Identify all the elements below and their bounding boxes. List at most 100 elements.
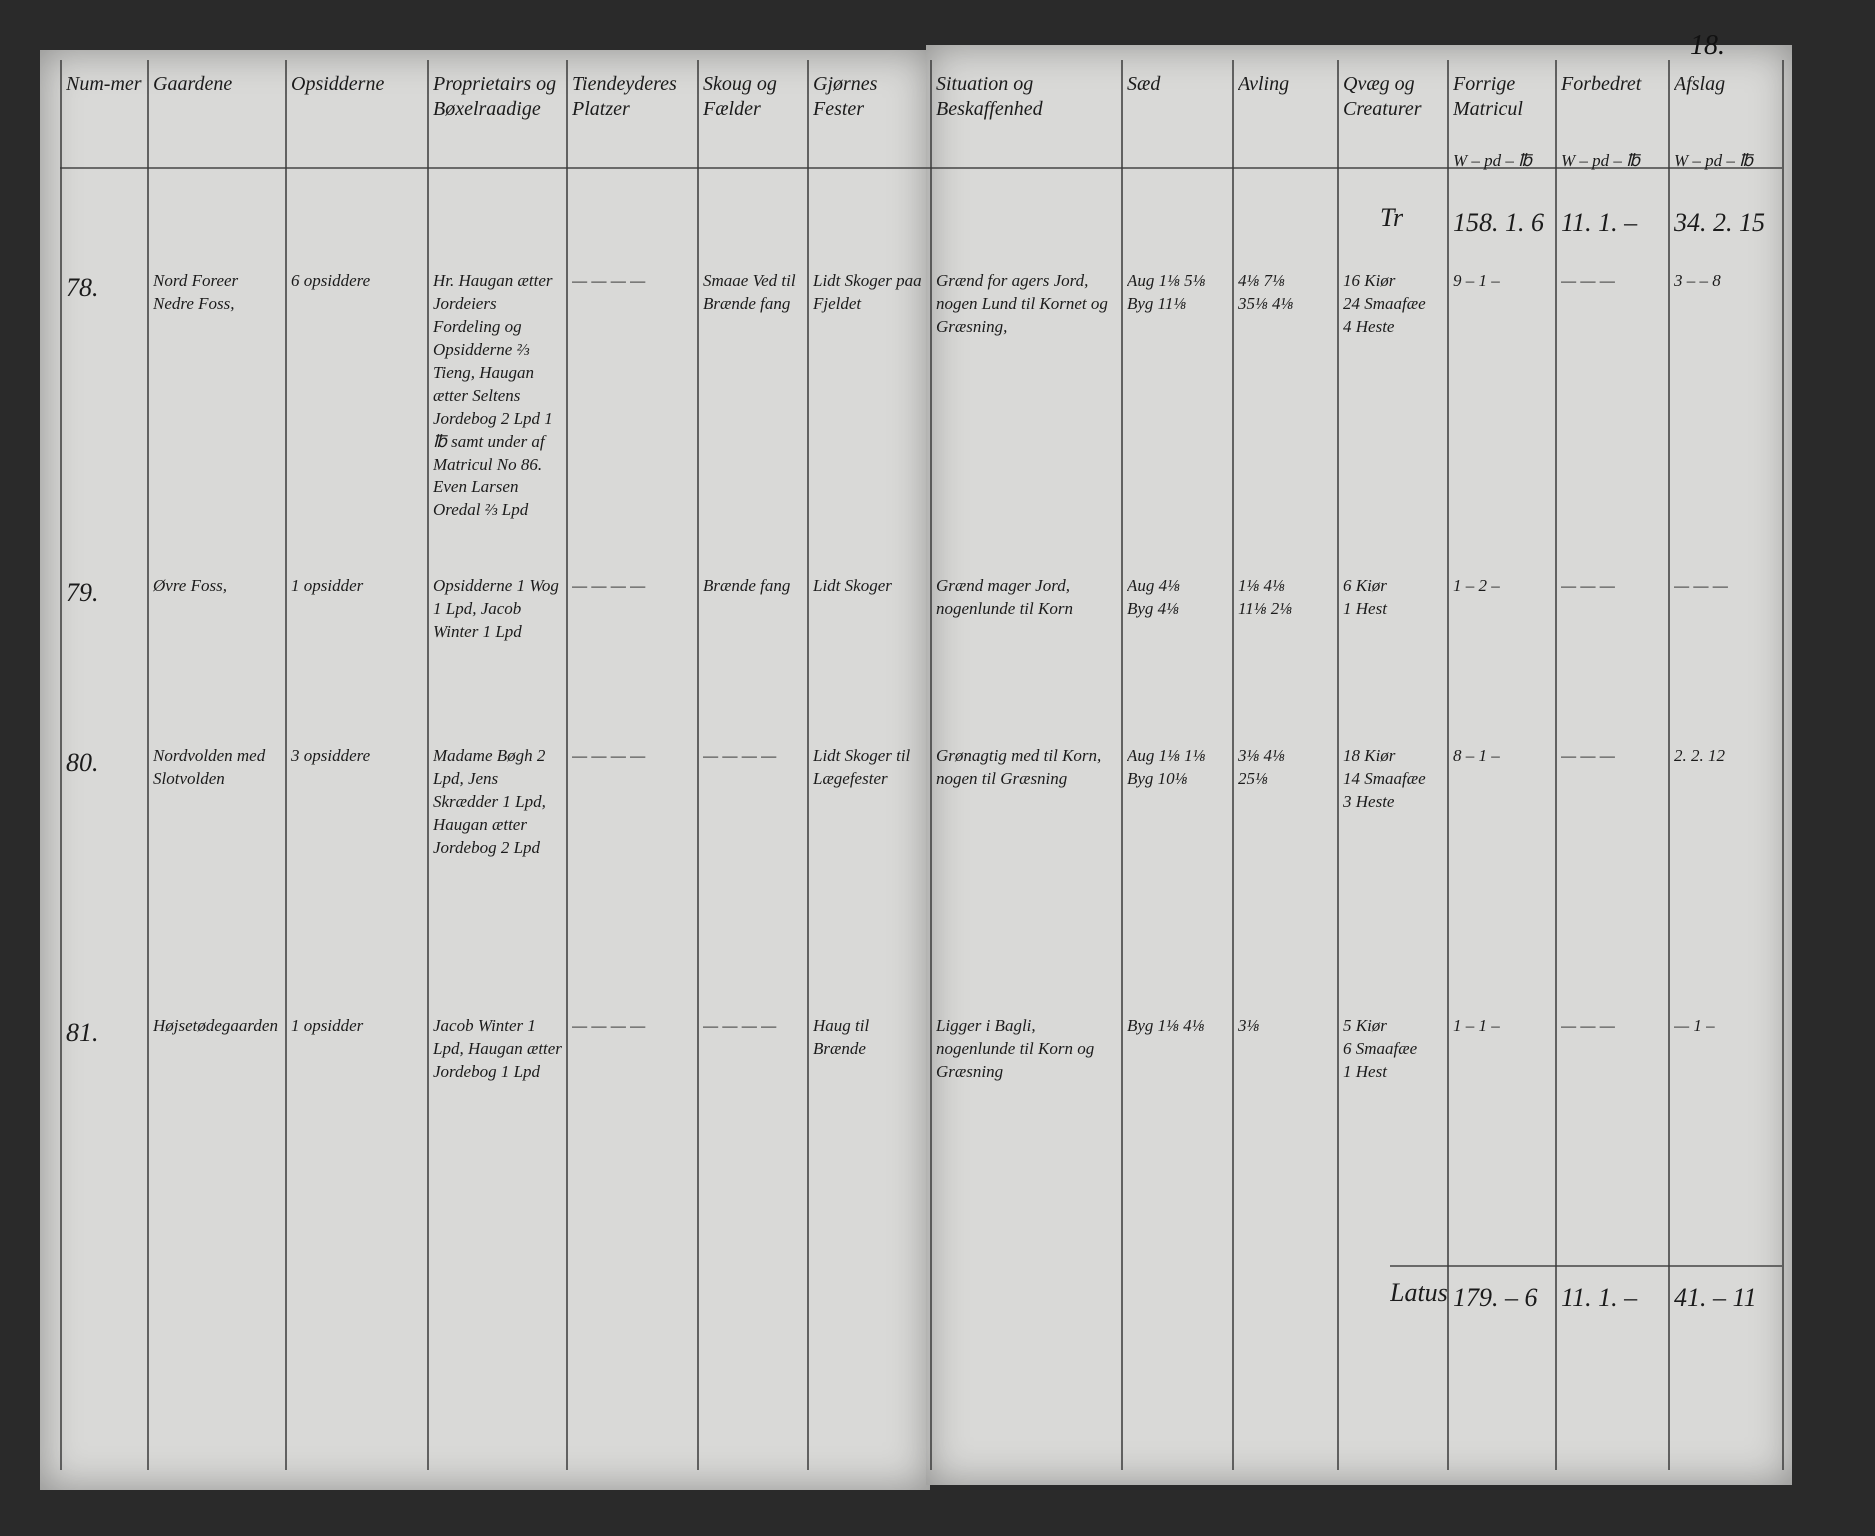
- column-rule: [1232, 60, 1234, 1470]
- ledger-cell: 16 Kiør 24 Smaafæe 4 Heste: [1343, 271, 1426, 336]
- ledger-cell: Øvre Foss,: [153, 576, 227, 595]
- ledger-cell: 3⅛ 4⅛ 25⅛: [1238, 746, 1285, 788]
- ledger-cell: 1⅛ 4⅛ 11⅛ 2⅛: [1238, 576, 1292, 618]
- carried-label: Tr: [1380, 203, 1404, 232]
- ledger-cell: Højsetødegaarden: [153, 1016, 278, 1035]
- column-rule: [1337, 60, 1339, 1470]
- ledger-cell: Smaae Ved til Brænde fang: [703, 271, 796, 313]
- ledger-cell: Ligger i Bagli, nogenlunde til Korn og G…: [936, 1016, 1095, 1081]
- carried-value: 11. 1. –: [1561, 208, 1638, 237]
- column-header: Skoug og Fælder: [703, 73, 777, 120]
- ledger-cell: Haug til Brænde: [813, 1016, 870, 1058]
- ledger-cell: Opsidderne 1 Wog 1 Lpd, Jacob Winter 1 L…: [433, 576, 559, 641]
- ledger-cell: Grænd for agers Jord, nogen Lund til Kor…: [936, 271, 1108, 336]
- page-number: 18.: [1690, 30, 1725, 61]
- ledger-cell: Lidt Skoger til Lægefester: [813, 746, 911, 788]
- ledger-cell: 3 opsiddere: [291, 746, 371, 765]
- ledger-cell: Hr. Haugan ætter Jordeiers Fordeling og …: [433, 271, 553, 520]
- column-header: Qvæg og Creaturer: [1343, 73, 1422, 120]
- ledger-cell: Aug 1⅛ 1⅛ Byg 10⅛: [1127, 746, 1206, 788]
- ledger-cell: Lidt Skoger paa Fjeldet: [813, 271, 922, 313]
- ledger-cell: 1 opsidder: [291, 576, 364, 595]
- column-header: Num-mer: [66, 73, 142, 95]
- column-rule: [147, 60, 149, 1470]
- total-value: 179. – 6: [1453, 1283, 1538, 1312]
- column-header: Avling: [1238, 73, 1290, 95]
- total-value: 41. – 11: [1674, 1283, 1757, 1312]
- column-header: Sæd: [1127, 73, 1161, 95]
- ledger-cell: 78.: [66, 273, 99, 302]
- column-rule: [1782, 60, 1784, 1470]
- column-rule: [807, 60, 809, 1470]
- column-header: Gjørnes Fester: [813, 73, 878, 120]
- ledger-cell: Grænd mager Jord, nogenlunde til Korn: [936, 576, 1073, 618]
- column-header: Opsidderne: [291, 73, 385, 95]
- ledger-cell: — — —: [1561, 271, 1615, 290]
- ledger-cell: — — —: [1561, 576, 1615, 595]
- column-header: Afslag: [1674, 73, 1726, 95]
- column-rule: [285, 60, 287, 1470]
- column-rule: [1121, 60, 1123, 1470]
- column-rule: [697, 60, 699, 1470]
- ledger-cell: Nord Foreer Nedre Foss,: [153, 271, 239, 313]
- column-header: Tiendeyderes Platzer: [572, 73, 677, 120]
- right-page: [926, 45, 1792, 1485]
- column-rule: [1555, 60, 1557, 1470]
- ledger-cell: 80.: [66, 748, 99, 777]
- ledger-cell: — — —: [1561, 1016, 1615, 1035]
- ledger-cell: — — —: [1561, 746, 1615, 765]
- ledger-cell: — — — —: [572, 1016, 646, 1035]
- ledger-cell: — — — —: [572, 746, 646, 765]
- unit-header: W – pd – ℔: [1561, 151, 1641, 170]
- ledger-cell: 5 Kiør 6 Smaafæe 1 Hest: [1343, 1016, 1418, 1081]
- ledger-cell: 6 opsiddere: [291, 271, 371, 290]
- column-header: Forrige Matricul: [1453, 73, 1523, 120]
- unit-header: W – pd – ℔: [1453, 151, 1533, 170]
- left-page: [40, 50, 930, 1490]
- ledger-cell: Nordvolden med Slotvolden: [153, 746, 266, 788]
- ledger-cell: Lidt Skoger: [813, 576, 892, 595]
- ledger-cell: Jacob Winter 1 Lpd, Haugan ætter Jordebo…: [433, 1016, 562, 1081]
- ledger-cell: Aug 4⅛ Byg 4⅛: [1127, 576, 1180, 618]
- ledger-cell: 8 – 1 –: [1453, 746, 1500, 765]
- total-value: 11. 1. –: [1561, 1283, 1638, 1312]
- ledger-cell: 3⅛: [1238, 1016, 1260, 1035]
- ledger-cell: 18 Kiør 14 Smaafæe 3 Heste: [1343, 746, 1426, 811]
- ledger-cell: — — —: [1674, 576, 1728, 595]
- column-rule: [60, 60, 62, 1470]
- ledger-cell: Brænde fang: [703, 576, 791, 595]
- column-rule: [427, 60, 429, 1470]
- unit-header: W – pd – ℔: [1674, 151, 1754, 170]
- ledger-cell: Madame Bøgh 2 Lpd, Jens Skrædder 1 Lpd, …: [433, 746, 546, 857]
- carried-value: 158. 1. 6: [1453, 208, 1544, 237]
- column-rule: [930, 60, 932, 1470]
- total-rule: [1390, 1265, 1782, 1267]
- ledger-cell: — 1 –: [1674, 1016, 1715, 1035]
- column-rule: [1447, 60, 1449, 1470]
- column-header: Proprietairs og Bøxelraadige: [433, 73, 557, 120]
- ledger-cell: Aug 1⅛ 5⅛ Byg 11⅛: [1127, 271, 1206, 313]
- ledger-cell: 79.: [66, 578, 99, 607]
- ledger-cell: 9 – 1 –: [1453, 271, 1500, 290]
- ledger-cell: 1 – 2 –: [1453, 576, 1500, 595]
- ledger-cell: — — — —: [703, 746, 777, 765]
- column-rule: [1668, 60, 1670, 1470]
- ledger-cell: Grønagtig med til Korn, nogen til Græsni…: [936, 746, 1102, 788]
- column-rule: [566, 60, 568, 1470]
- total-label: Latus: [1390, 1278, 1448, 1307]
- ledger-cell: 1 – 1 –: [1453, 1016, 1500, 1035]
- ledger-cell: — — — —: [572, 576, 646, 595]
- column-header: Situation og Beskaffenhed: [936, 73, 1043, 120]
- column-header: Forbedret: [1561, 73, 1642, 95]
- carried-value: 34. 2. 15: [1674, 208, 1765, 237]
- column-header: Gaardene: [153, 73, 233, 95]
- ledger-cell: 3 – – 8: [1674, 271, 1721, 290]
- ledger-cell: Byg 1⅛ 4⅛: [1127, 1016, 1205, 1035]
- ledger-cell: 4⅛ 7⅛ 35⅛ 4⅛: [1238, 271, 1294, 313]
- header-rule: [60, 167, 1782, 169]
- ledger-cell: — — — —: [572, 271, 646, 290]
- ledger-cell: 1 opsidder: [291, 1016, 364, 1035]
- ledger-cell: — — — —: [703, 1016, 777, 1035]
